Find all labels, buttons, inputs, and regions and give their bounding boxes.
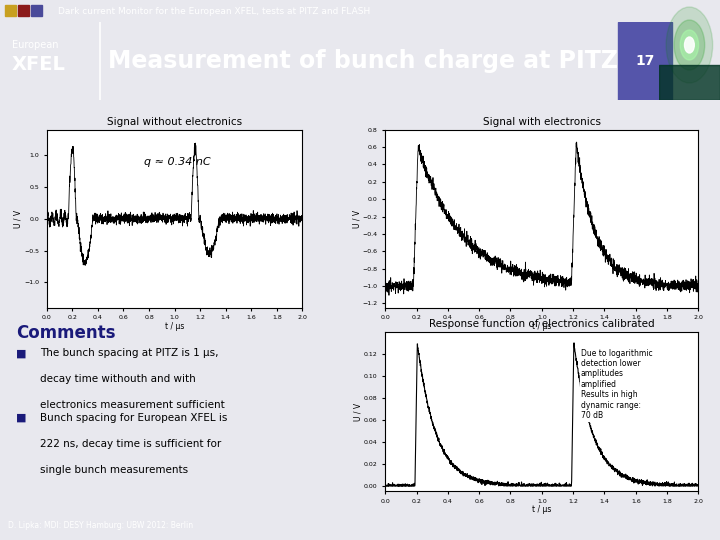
Text: Bunch spacing for European XFEL is: Bunch spacing for European XFEL is — [40, 413, 227, 423]
Bar — [659, 65, 720, 100]
Text: Measurement of bunch charge at PITZ: Measurement of bunch charge at PITZ — [108, 49, 618, 73]
Y-axis label: U / V: U / V — [14, 210, 23, 228]
Text: The bunch spacing at PITZ is 1 μs,: The bunch spacing at PITZ is 1 μs, — [40, 348, 218, 359]
Text: Dark current Monitor for the European XFEL, tests at PITZ and FLASH: Dark current Monitor for the European XF… — [58, 6, 370, 16]
Y-axis label: U / V: U / V — [352, 210, 361, 228]
Text: ■: ■ — [16, 413, 27, 423]
Text: ■: ■ — [16, 348, 27, 359]
Text: 17: 17 — [635, 54, 654, 68]
X-axis label: t / μs: t / μs — [165, 322, 184, 331]
Text: Signal without electronics: Signal without electronics — [107, 117, 242, 127]
Text: single bunch measurements: single bunch measurements — [40, 465, 188, 475]
Text: electronics measurement sufficient: electronics measurement sufficient — [40, 400, 225, 410]
Text: D. Lipka: MDI: DESY Hamburg: UBW 2012: Berlin: D. Lipka: MDI: DESY Hamburg: UBW 2012: B… — [8, 521, 193, 530]
Text: 222 ns, decay time is sufficient for: 222 ns, decay time is sufficient for — [40, 439, 221, 449]
X-axis label: t / μs: t / μs — [532, 505, 552, 515]
Circle shape — [685, 37, 694, 53]
Text: Due to logarithmic
detection lower
amplitudes
amplified
Results in high
dynamic : Due to logarithmic detection lower ampli… — [581, 349, 652, 420]
Circle shape — [666, 7, 713, 83]
Text: q ≈ 0.34 nC: q ≈ 0.34 nC — [144, 157, 210, 167]
Circle shape — [674, 20, 705, 70]
Circle shape — [680, 30, 698, 60]
Text: decay time withouth and with: decay time withouth and with — [40, 374, 195, 384]
Text: Response function of electronics calibrated: Response function of electronics calibra… — [429, 319, 654, 329]
Text: XFEL: XFEL — [12, 56, 66, 75]
Text: Comments: Comments — [16, 324, 115, 342]
Text: European: European — [12, 40, 58, 50]
Bar — [31, 5, 42, 16]
X-axis label: t / μs: t / μs — [532, 322, 552, 331]
Y-axis label: U / V: U / V — [354, 403, 362, 421]
Text: Signal with electronics: Signal with electronics — [483, 117, 600, 127]
Bar — [18, 5, 29, 16]
Bar — [5, 5, 16, 16]
Bar — [618, 22, 672, 100]
